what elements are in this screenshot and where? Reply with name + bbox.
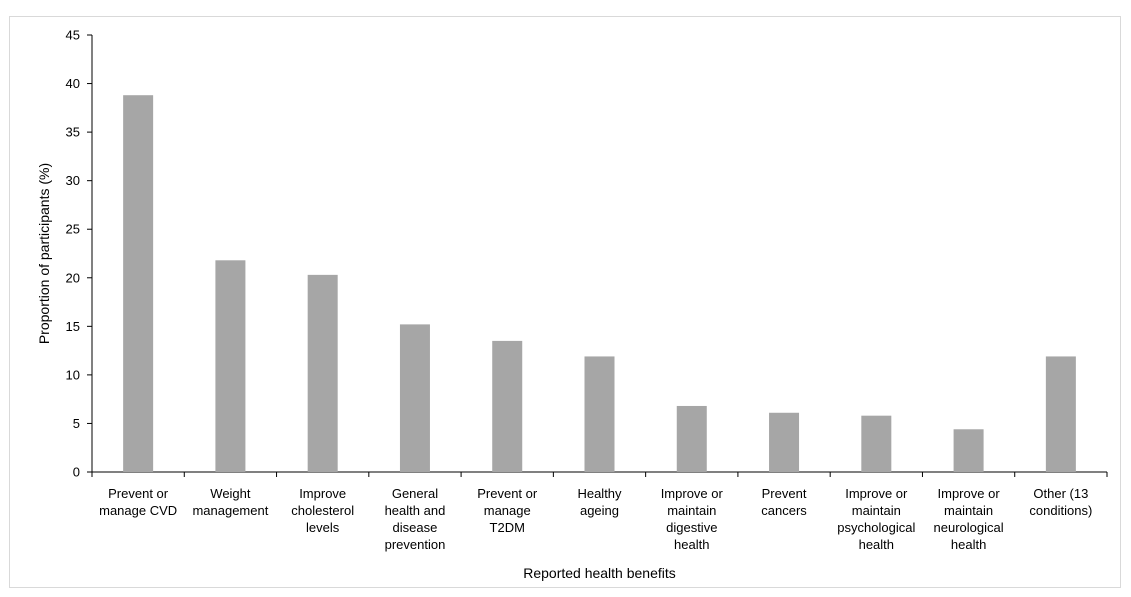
x-category-label: Improve or maintain psychological health bbox=[837, 486, 915, 552]
x-category-label: Prevent or manage CVD bbox=[99, 486, 177, 518]
x-axis bbox=[91, 471, 1108, 477]
y-tick-label: 15 bbox=[66, 319, 80, 334]
y-tick-label: 20 bbox=[66, 270, 80, 285]
bar bbox=[769, 412, 800, 472]
y-axis: 0 5 10 15 20 25 30 35 40 45 bbox=[66, 28, 93, 480]
y-tick-label: 0 bbox=[73, 465, 80, 480]
bar bbox=[584, 356, 615, 472]
x-category-label: General health and disease prevention bbox=[385, 486, 446, 552]
y-tick-label: 45 bbox=[66, 28, 80, 43]
x-category-label: Improve or maintain neurological health bbox=[934, 486, 1004, 552]
x-category-label: Improve or maintain digestive health bbox=[661, 486, 724, 552]
x-category-label: Prevent cancers bbox=[761, 486, 807, 518]
y-tick-label: 30 bbox=[66, 173, 80, 188]
bar bbox=[399, 324, 430, 472]
category-labels: Prevent or manage CVD Weight management Impr… bbox=[99, 486, 1092, 552]
bar bbox=[123, 95, 154, 472]
y-tick-label: 5 bbox=[73, 416, 80, 431]
bar bbox=[676, 405, 707, 472]
y-tick-label: 40 bbox=[66, 76, 80, 91]
bar bbox=[861, 415, 892, 472]
bars bbox=[123, 95, 1076, 472]
x-axis-title: Reported health benefits bbox=[523, 565, 676, 581]
bar bbox=[307, 274, 338, 472]
x-category-label: Other (13 conditions) bbox=[1029, 486, 1092, 518]
chart-frame bbox=[9, 16, 1121, 588]
y-tick-label: 35 bbox=[66, 125, 80, 140]
y-axis-title: Proportion of participants (%) bbox=[36, 163, 52, 344]
bar bbox=[953, 429, 984, 472]
x-category-label: Prevent or manage T2DM bbox=[477, 486, 538, 535]
x-category-label: Weight management bbox=[192, 486, 268, 518]
y-tick-label: 10 bbox=[66, 367, 80, 382]
bar bbox=[492, 340, 523, 472]
y-tick-label: 25 bbox=[66, 222, 80, 237]
bar bbox=[215, 260, 246, 472]
x-category-label: Improve cholesterol levels bbox=[291, 486, 354, 535]
bar bbox=[1045, 356, 1076, 472]
x-category-label: Healthy ageing bbox=[577, 486, 622, 518]
